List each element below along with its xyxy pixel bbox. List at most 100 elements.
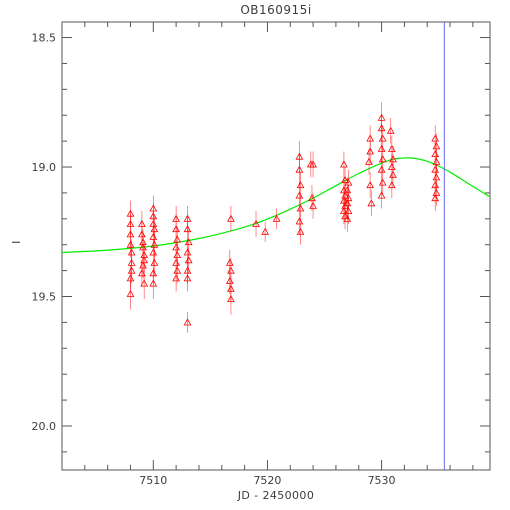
data-point (386, 117, 395, 144)
triangle-marker (149, 248, 158, 256)
data-point (127, 257, 136, 284)
triangle-marker (149, 279, 158, 287)
triangle-marker (377, 191, 386, 199)
triangle-marker (138, 269, 146, 277)
triangle-marker (172, 274, 180, 282)
data-point (295, 154, 304, 186)
data-point (295, 182, 304, 209)
triangle-marker (225, 258, 234, 266)
triangle-marker (295, 191, 304, 199)
data-point (308, 185, 316, 212)
data-point (183, 312, 192, 333)
data-point (432, 179, 441, 206)
triangle-marker (340, 206, 348, 215)
triangle-marker (366, 181, 375, 189)
triangle-marker (172, 225, 180, 233)
data-point (261, 221, 270, 243)
y-axis-ticks (62, 37, 490, 453)
plot-frame (61, 21, 491, 471)
triangle-marker (140, 256, 149, 264)
triangle-marker (150, 240, 159, 248)
data-point (139, 252, 147, 279)
data-point (138, 260, 146, 287)
data-point (227, 283, 235, 315)
data-point (296, 218, 305, 245)
data-point (296, 195, 305, 222)
data-point (378, 169, 387, 196)
triangle-marker (139, 261, 147, 269)
triangle-marker (343, 214, 352, 222)
y-tick-label: 19.0 (32, 161, 57, 174)
data-point (344, 198, 353, 224)
triangle-marker (272, 214, 281, 222)
data-point (183, 216, 192, 243)
data-point (377, 182, 386, 209)
triangle-marker (344, 206, 353, 215)
triangle-marker (296, 227, 305, 235)
data-point (225, 268, 234, 294)
data-point (138, 221, 146, 248)
data-point (172, 265, 180, 292)
triangle-marker (377, 124, 386, 132)
triangle-marker (378, 134, 387, 142)
y-axis-tick-labels: 18.5 19.0 19.5 20.0 (32, 32, 57, 433)
triangle-marker (261, 227, 270, 235)
triangle-marker (367, 199, 376, 207)
triangle-marker (183, 274, 192, 282)
model-curve-layer (61, 157, 491, 254)
triangle-marker (387, 181, 396, 189)
triangle-marker (227, 266, 235, 274)
triangle-marker (296, 181, 305, 189)
data-point (340, 151, 348, 178)
triangle-marker (149, 232, 158, 240)
x-axis-label: JD - 2450000 (237, 489, 314, 502)
triangle-marker (309, 160, 317, 168)
triangle-marker (309, 201, 317, 209)
triangle-marker (432, 173, 441, 181)
chart-title: OB160915i (240, 3, 311, 17)
triangle-marker (377, 165, 386, 173)
triangle-marker (126, 240, 135, 248)
data-point (272, 208, 281, 230)
triangle-marker (184, 238, 193, 246)
y-tick-label: 19.5 (32, 290, 57, 303)
triangle-marker (377, 144, 386, 152)
model-curve-line (61, 157, 491, 254)
triangle-marker (139, 243, 147, 251)
triangle-marker (173, 235, 182, 243)
triangle-marker (387, 144, 396, 152)
x-tick-label: 7530 (368, 474, 396, 487)
triangle-marker (340, 160, 348, 168)
triangle-marker (344, 178, 353, 186)
triangle-marker (252, 219, 260, 227)
triangle-marker (140, 279, 149, 287)
triangle-marker (183, 318, 192, 326)
triangle-marker (150, 225, 159, 233)
triangle-marker (138, 230, 146, 238)
triangle-marker (343, 199, 352, 207)
triangle-marker (308, 194, 316, 202)
data-point (365, 148, 373, 175)
data-point (343, 205, 352, 232)
triangle-marker (431, 150, 440, 158)
triangle-marker (225, 276, 234, 284)
triangle-marker (378, 178, 387, 186)
triangle-marker (127, 266, 136, 274)
triangle-marker (183, 225, 192, 233)
data-point (149, 268, 158, 300)
triangle-marker (378, 155, 387, 163)
triangle-marker (227, 295, 235, 303)
triangle-marker (296, 204, 305, 212)
triangle-marker (432, 188, 441, 196)
triangle-marker (431, 134, 440, 142)
data-point (227, 205, 235, 232)
triangle-marker (126, 289, 135, 297)
data-point (387, 172, 396, 199)
data-points-layer (126, 102, 441, 333)
data-point (366, 172, 375, 199)
x-tick-label: 7510 (139, 474, 167, 487)
data-point (126, 278, 135, 310)
data-point (140, 268, 149, 300)
triangle-marker (227, 214, 235, 222)
